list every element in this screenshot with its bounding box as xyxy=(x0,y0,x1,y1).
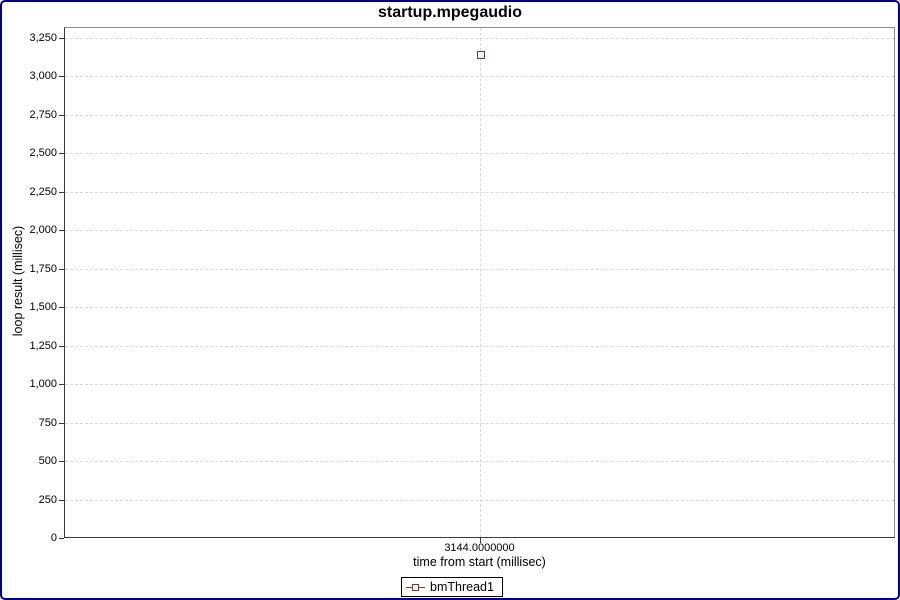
data-point xyxy=(476,51,485,60)
y-tick-label: 1,000 xyxy=(29,378,57,391)
y-tick-mark xyxy=(59,268,64,270)
y-tick-label: 1,750 xyxy=(29,262,57,275)
x-axis-title: time from start (millisec) xyxy=(413,555,546,569)
legend: bmThread1 xyxy=(401,577,503,597)
y-tick-label: 3,250 xyxy=(29,32,57,44)
y-tick-label: 250 xyxy=(38,493,57,506)
x-tick-label: 3144.0000000 xyxy=(444,542,515,554)
y-tick-mark xyxy=(59,461,64,463)
series-marker-icon xyxy=(406,582,426,593)
y-tick-mark xyxy=(59,538,64,539)
y-tick-mark xyxy=(59,114,64,116)
y-tick-mark xyxy=(59,307,64,309)
y-tick-label: 1,250 xyxy=(29,339,57,352)
y-tick-label: 2,750 xyxy=(29,108,57,121)
legend-square-glyph xyxy=(412,583,420,591)
y-tick-label: 2,500 xyxy=(29,147,57,160)
y-tick-mark xyxy=(59,230,64,232)
y-tick-mark xyxy=(59,153,64,155)
y-tick-mark xyxy=(59,38,64,39)
y-tick-label: 2,000 xyxy=(29,224,57,237)
y-tick-label: 3,000 xyxy=(29,70,57,83)
x-tick-mark xyxy=(479,538,481,543)
y-tick-label: 1,500 xyxy=(29,301,57,314)
legend-label: bmThread1 xyxy=(430,580,494,594)
y-tick-mark xyxy=(59,422,64,424)
chart-title: startup.mpegaudio xyxy=(377,4,522,21)
x-gridline xyxy=(479,28,481,537)
y-tick-label: 2,250 xyxy=(29,185,57,198)
y-tick-label: 750 xyxy=(38,416,57,429)
y-tick-mark xyxy=(59,76,64,78)
y-tick-mark xyxy=(59,345,64,347)
y-tick-mark xyxy=(59,384,64,386)
plot-area xyxy=(64,27,895,538)
y-tick-mark xyxy=(59,499,64,501)
y-tick-label: 500 xyxy=(38,455,57,468)
y-tick-mark xyxy=(59,191,64,193)
y-tick-label: 0 xyxy=(50,532,57,544)
